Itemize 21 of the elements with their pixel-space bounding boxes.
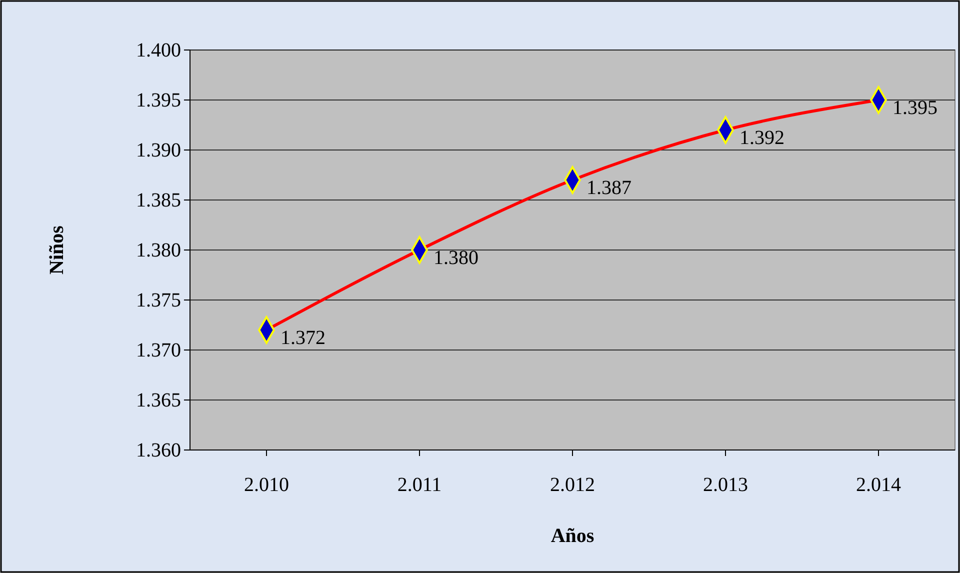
y-tick-label: 1.380: [136, 239, 181, 262]
x-tick-label: 2.010: [244, 474, 289, 496]
y-tick-label: 1.360: [136, 439, 181, 462]
x-tick-label: 2.012: [550, 474, 595, 496]
y-tick-label: 1.390: [136, 139, 181, 162]
y-tick-label: 1.370: [136, 339, 181, 362]
x-tick-label: 2.014: [856, 474, 901, 496]
y-tick-label: 1.365: [136, 389, 181, 412]
data-label: 1.395: [892, 97, 938, 119]
x-tick-label: 2.011: [397, 474, 442, 496]
data-label: 1.372: [280, 327, 326, 349]
data-label: 1.380: [434, 247, 478, 269]
y-tick-label: 1.375: [136, 289, 181, 312]
y-tick-label: 1.395: [136, 89, 181, 112]
data-label: 1.392: [740, 127, 784, 149]
x-axis-title: Años: [550, 525, 594, 547]
y-tick-label: 1.400: [136, 39, 181, 62]
data-label: 1.387: [586, 177, 632, 199]
y-axis-title: Niños: [46, 225, 68, 274]
y-tick-label: 1.385: [136, 189, 181, 212]
x-tick-label: 2.013: [703, 474, 748, 496]
